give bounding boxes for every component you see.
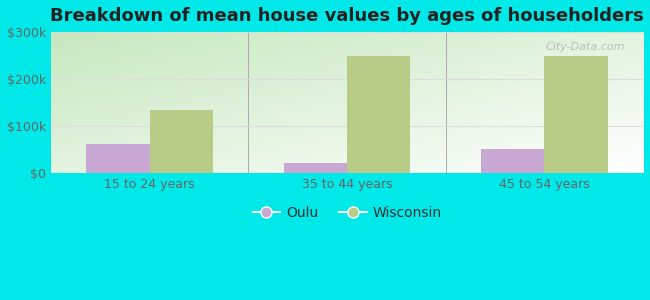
Bar	[86, 144, 150, 173]
Text: City-Data.com: City-Data.com	[546, 42, 625, 52]
Bar	[347, 56, 410, 173]
Bar	[150, 110, 213, 173]
Bar	[544, 56, 608, 173]
Bar	[284, 163, 347, 173]
Legend: Oulu, Wisconsin: Oulu, Wisconsin	[247, 200, 447, 225]
Bar	[481, 148, 544, 173]
Title: Breakdown of mean house values by ages of householders: Breakdown of mean house values by ages o…	[50, 7, 644, 25]
